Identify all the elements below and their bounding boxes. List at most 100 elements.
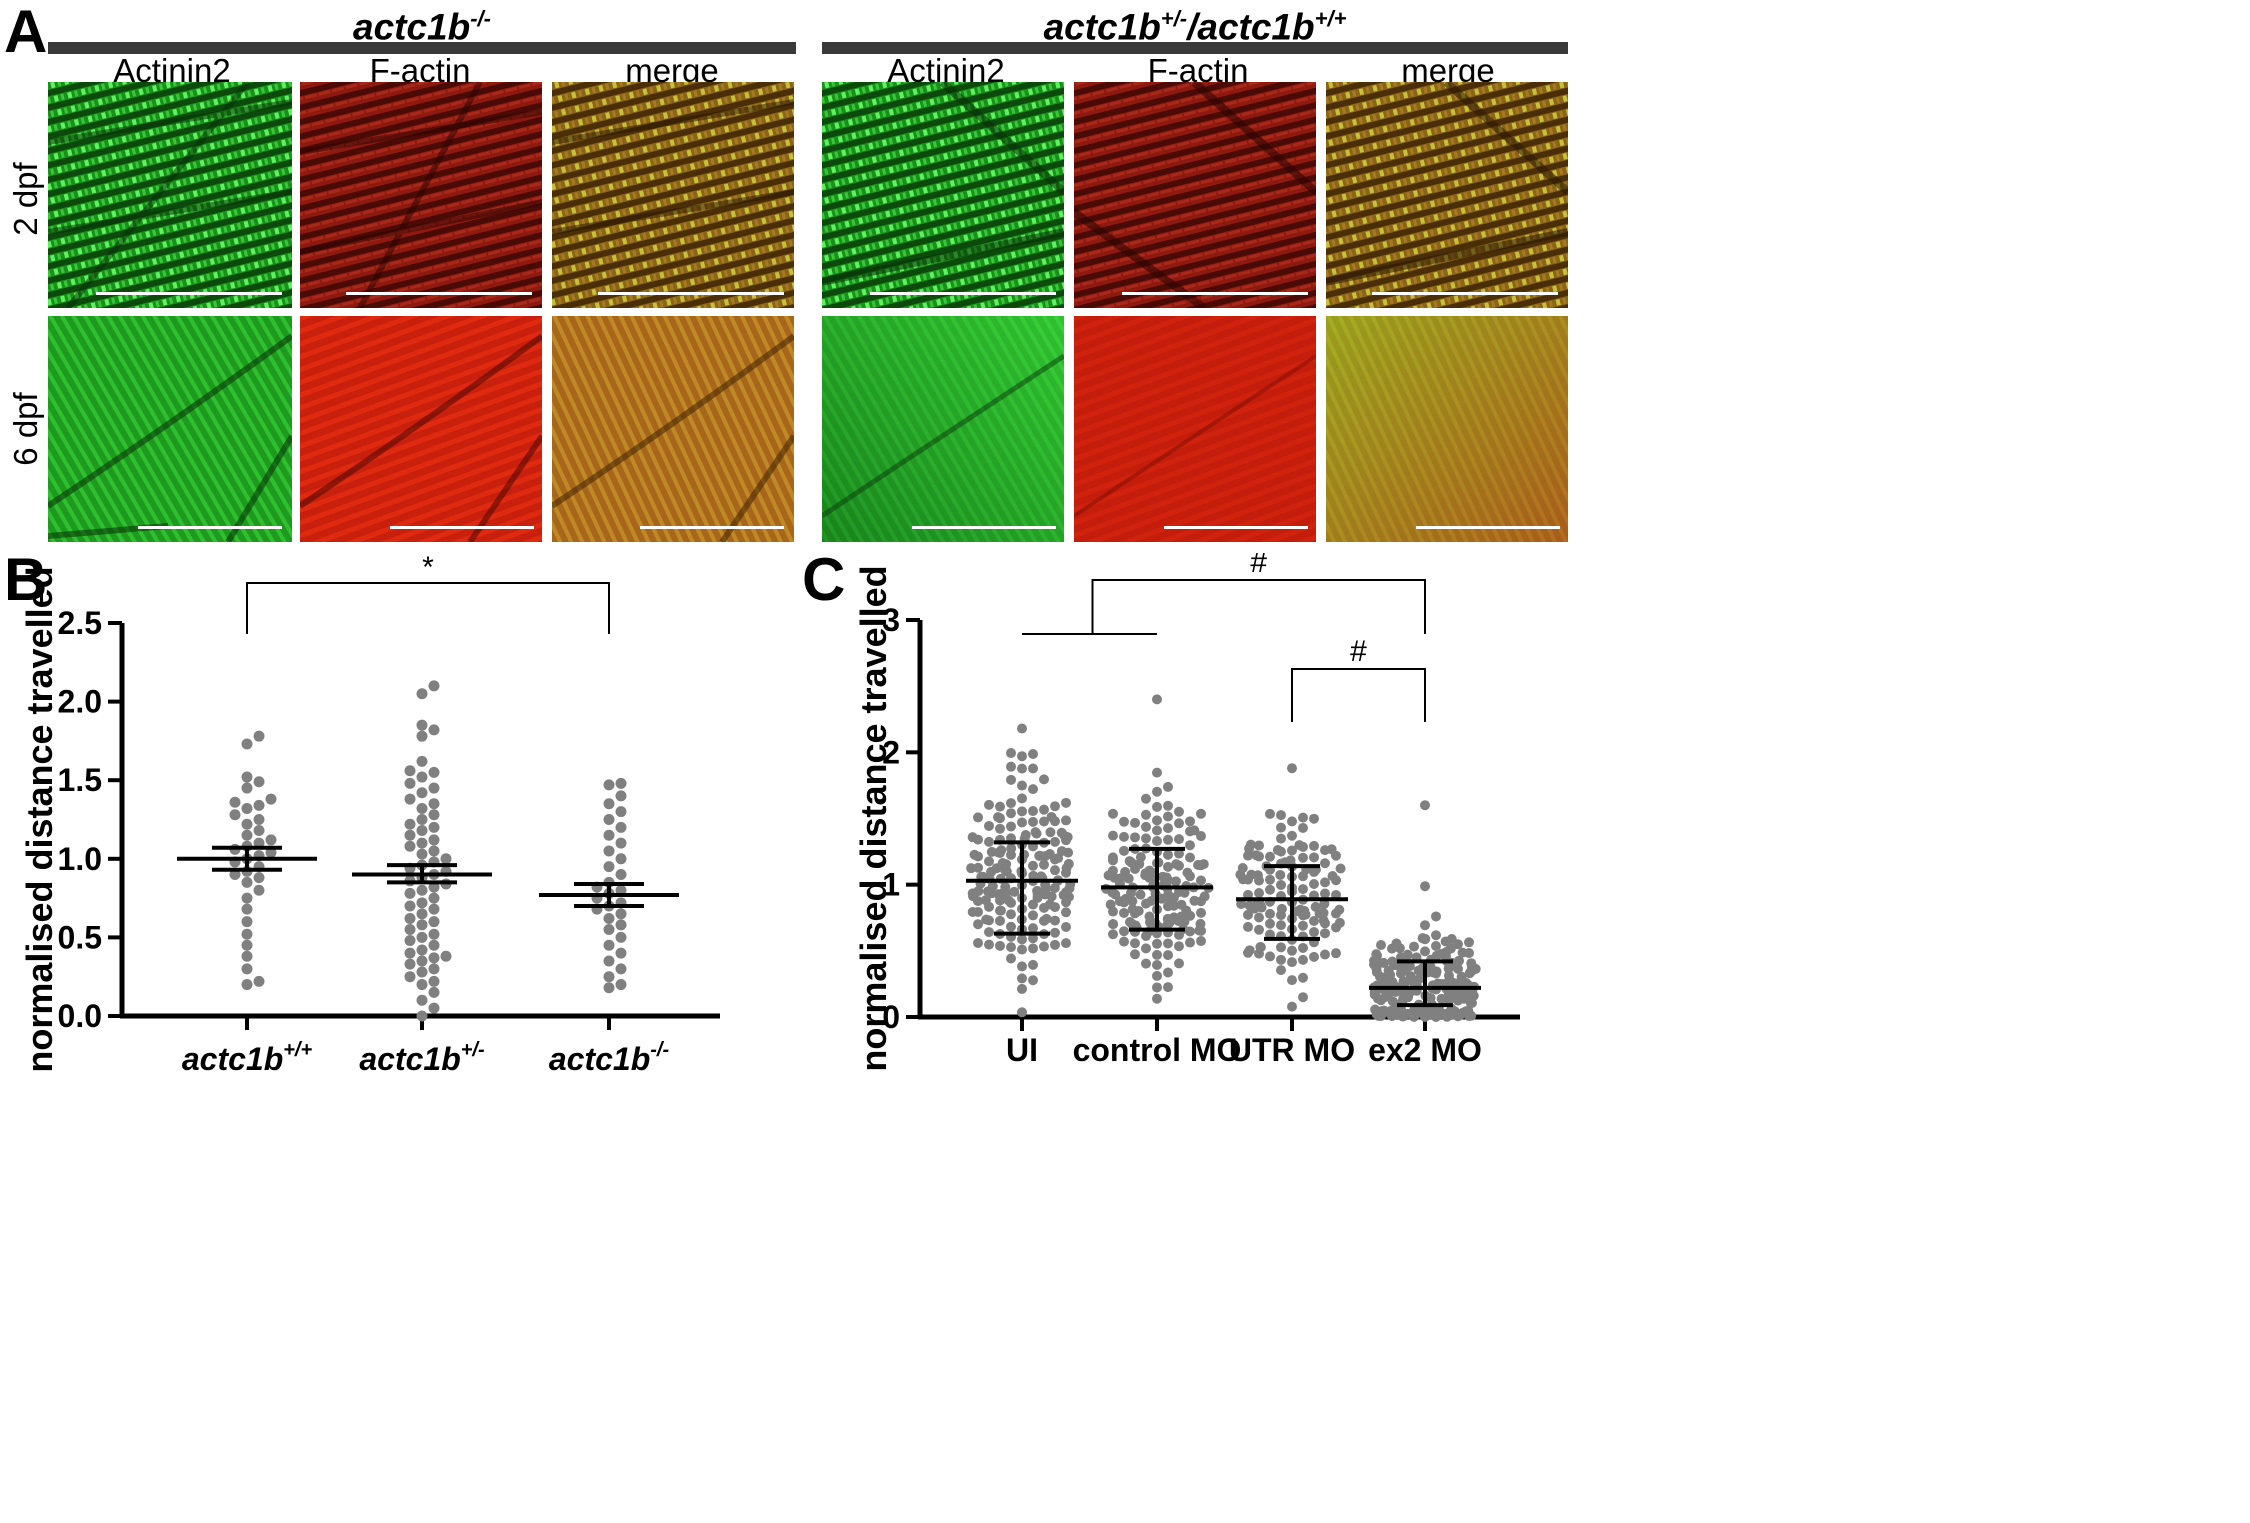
data-point xyxy=(604,779,615,790)
data-point xyxy=(604,924,615,935)
data-point xyxy=(1017,984,1027,994)
data-point xyxy=(429,987,440,998)
data-point xyxy=(230,809,241,820)
data-point xyxy=(1017,793,1027,803)
data-point xyxy=(1152,982,1162,992)
data-point xyxy=(242,951,253,962)
micrograph-factin-2dpf-control xyxy=(1074,82,1316,308)
data-point xyxy=(1006,843,1016,853)
data-point xyxy=(1050,940,1060,950)
data-point xyxy=(417,919,428,930)
data-point xyxy=(429,963,440,974)
data-point xyxy=(1276,920,1286,930)
data-point xyxy=(1174,941,1184,951)
data-point xyxy=(254,872,265,883)
data-point xyxy=(1245,945,1255,955)
data-point xyxy=(1185,840,1195,850)
data-point xyxy=(998,858,1008,868)
data-point xyxy=(973,863,983,873)
data-point xyxy=(441,853,452,864)
data-point xyxy=(1028,749,1038,759)
data-point xyxy=(1130,949,1140,959)
data-point xyxy=(1119,832,1129,842)
scale-bar xyxy=(912,526,1056,529)
y-tick-label: 1.5 xyxy=(58,762,102,798)
data-point xyxy=(1275,870,1285,880)
data-point xyxy=(1200,891,1210,901)
data-point xyxy=(242,904,253,915)
data-point xyxy=(1334,905,1344,915)
data-point xyxy=(616,790,627,801)
data-point xyxy=(1006,922,1016,932)
significance-bracket xyxy=(247,583,609,634)
data-point xyxy=(1144,912,1154,922)
data-point xyxy=(242,783,253,794)
data-point xyxy=(405,971,416,982)
data-point xyxy=(1298,921,1308,931)
data-point xyxy=(1298,823,1308,833)
data-point xyxy=(1391,938,1401,948)
data-point xyxy=(1431,911,1441,921)
data-point xyxy=(1255,942,1265,952)
data-point xyxy=(1431,941,1441,951)
data-point xyxy=(1254,888,1264,898)
data-point xyxy=(1195,919,1205,929)
chart-c: 0123normalised distance travelled UI contr… xyxy=(800,553,2250,1523)
data-point xyxy=(1246,840,1256,850)
data-point xyxy=(1006,798,1016,808)
data-point xyxy=(1028,943,1038,953)
data-point xyxy=(981,915,991,925)
data-point xyxy=(1163,823,1173,833)
data-point xyxy=(1017,1007,1027,1017)
data-point xyxy=(1119,937,1129,947)
scale-bar xyxy=(138,526,282,529)
data-point xyxy=(1276,965,1286,975)
data-point xyxy=(242,819,253,830)
data-point xyxy=(1309,879,1319,889)
data-point xyxy=(1298,973,1308,983)
data-point xyxy=(1061,938,1071,948)
data-point xyxy=(1163,782,1173,792)
data-point xyxy=(1141,833,1151,843)
data-point xyxy=(604,814,615,825)
data-point xyxy=(604,955,615,966)
data-point xyxy=(1174,958,1184,968)
data-point xyxy=(1061,922,1071,932)
data-point xyxy=(405,959,416,970)
data-point xyxy=(1254,912,1264,922)
data-point xyxy=(604,913,615,924)
data-point xyxy=(1144,866,1154,876)
data-point xyxy=(417,720,428,731)
data-point xyxy=(616,963,627,974)
data-point xyxy=(1371,949,1381,959)
data-point xyxy=(441,951,452,962)
data-point xyxy=(1141,822,1151,832)
significance-label: * xyxy=(422,553,434,584)
data-point xyxy=(429,724,440,735)
data-point xyxy=(1141,794,1151,804)
data-point xyxy=(995,802,1005,812)
data-point xyxy=(429,680,440,691)
data-point xyxy=(1125,917,1135,927)
data-point xyxy=(1387,957,1397,967)
data-point xyxy=(1119,846,1129,856)
data-point xyxy=(1120,867,1130,877)
data-point xyxy=(616,869,627,880)
data-point xyxy=(1276,955,1286,965)
data-point xyxy=(1050,928,1060,938)
data-point xyxy=(1420,800,1430,810)
data-point xyxy=(1163,968,1173,978)
data-point xyxy=(405,778,416,789)
data-point xyxy=(1420,920,1430,930)
data-point xyxy=(1409,942,1419,952)
data-point xyxy=(1006,909,1016,919)
data-point xyxy=(429,783,440,794)
data-point xyxy=(984,837,994,847)
data-point xyxy=(1196,936,1206,946)
x-tick-label: actc1b-/- xyxy=(549,1039,670,1077)
data-point xyxy=(1294,840,1304,850)
data-point xyxy=(616,838,627,849)
data-point xyxy=(242,830,253,841)
significance-bracket xyxy=(1093,580,1426,634)
data-point xyxy=(1039,805,1049,815)
